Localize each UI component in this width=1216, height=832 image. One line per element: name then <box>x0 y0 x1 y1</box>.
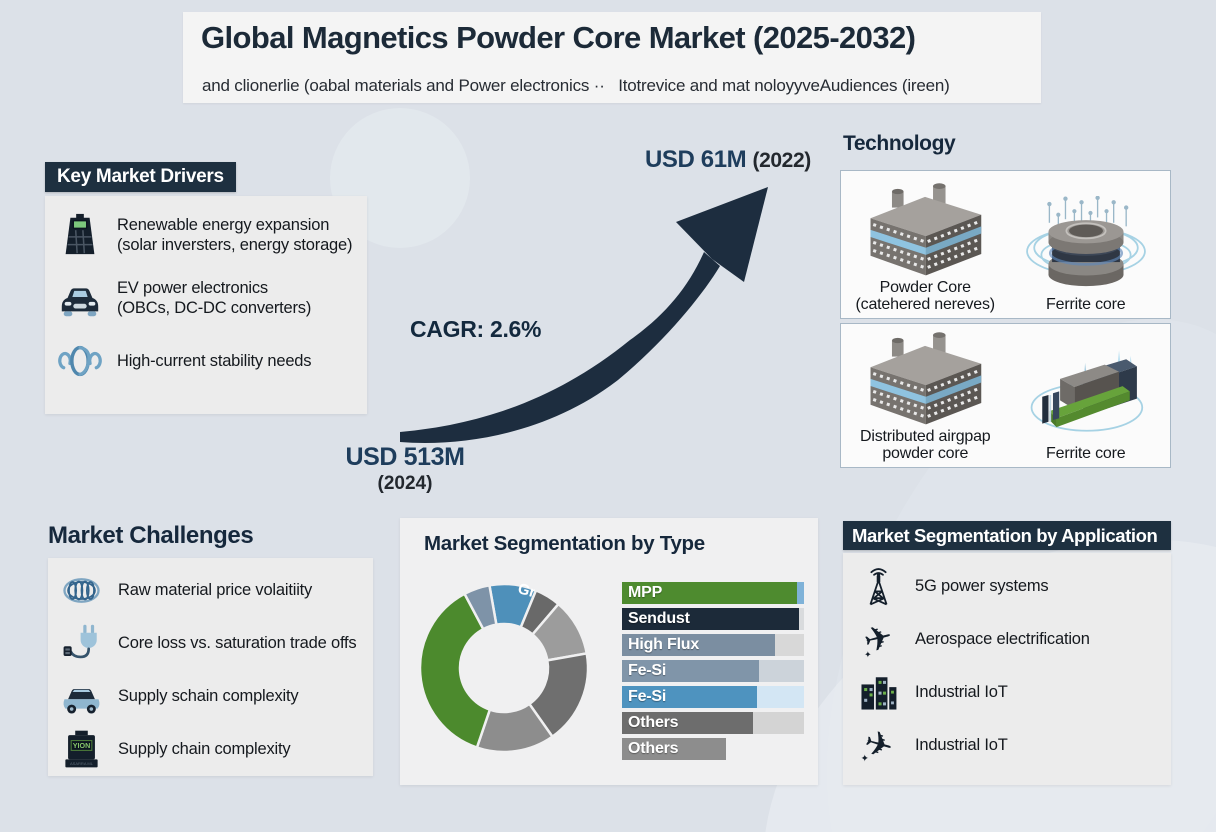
bar-label: Fe-Si <box>628 687 667 705</box>
svg-text:ASARRA ML: ASARRA ML <box>70 761 94 766</box>
powder-core-block-image <box>850 328 1000 428</box>
title-panel: Global Magnetics Powder Core Market (202… <box>183 12 1041 103</box>
page-title: Global Magnetics Powder Core Market (202… <box>201 20 916 55</box>
powder-core-block-figure: Distributed airgpap powder core <box>845 330 1006 463</box>
bar-fill <box>622 634 775 656</box>
bar-label: Fe-Si <box>628 661 667 679</box>
wire-coil-icon <box>58 569 104 612</box>
donut-segment <box>418 592 492 750</box>
svg-text:YION: YION <box>72 742 90 750</box>
key-market-drivers-panel: Renewable energy expansion (solar inverst… <box>45 196 367 414</box>
list-item: ✈ ✦ Industrial IoT <box>855 724 1163 767</box>
segmentation-by-application-panel: 5G power systems ✈ ✦ Aerospace electrificat… <box>843 553 1171 785</box>
segmentation-by-type-panel: Market Segmentation by Type Gr MPP Sendus… <box>400 518 818 785</box>
airplane-alt-icon: ✈ ✦ <box>855 724 901 767</box>
bar-fill <box>622 582 797 604</box>
item-label: Supply chain complexity <box>118 739 291 758</box>
item-label: Raw material price volaitiity <box>118 580 313 599</box>
item-label: EV power electronics (OBCs, DC-DC convert… <box>117 278 312 317</box>
start-value: USD 513M <box>345 443 465 471</box>
end-year: (2022) <box>752 149 812 172</box>
bar-fill <box>622 660 759 682</box>
solar-panel-icon <box>57 212 103 258</box>
ferrite-bar-figure: Ferrite core <box>1006 330 1167 463</box>
page-subtitle: and clionerlie (oabal materials and Powe… <box>202 76 950 95</box>
item-label: Renewable energy expansion (solar inverst… <box>117 215 353 254</box>
type-bar-row: Others <box>622 738 804 760</box>
airplane-icon: ✈ ✦ <box>855 618 901 661</box>
key-market-drivers-header: Key Market Drivers <box>45 162 236 192</box>
type-bar-row: High Flux <box>622 634 804 656</box>
type-bar-row: Others <box>622 712 804 734</box>
ferrite-ring-figure: Ferrite core <box>1006 177 1167 314</box>
donut-segment <box>462 583 498 631</box>
powder-core-block-figure: Powder Core (catehered nereves) <box>845 177 1006 314</box>
list-item: Supply schain complexity <box>58 674 365 718</box>
segmentation-by-application-header: Market Segmentation by Application <box>843 521 1171 550</box>
list-item: Industrial IoT <box>855 671 1163 714</box>
plug-icon <box>58 622 104 665</box>
bar-label: Sendust <box>628 609 690 627</box>
figure-caption: Ferrite core <box>1046 445 1126 463</box>
type-bar-row: Sendust <box>622 608 804 630</box>
item-label: Supply schain complexity <box>118 686 299 705</box>
figure-caption: Ferrite core <box>1046 296 1126 314</box>
market-start-value: USD 513M (2024) <box>330 443 480 495</box>
list-item: YION ASARRA ML Supply chain complexity <box>58 727 365 771</box>
item-label: Industrial IoT <box>915 736 1008 755</box>
list-item: Core loss vs. saturation trade offs <box>58 621 365 665</box>
technology-panel-1: Powder Core (catehered nereves) Ferrite co… <box>840 170 1171 319</box>
bar-fill <box>622 608 799 630</box>
type-bar-row: Fe-Si <box>622 660 804 682</box>
factory-iot-icon <box>855 671 901 714</box>
item-label: Industrial IoT <box>915 683 1008 702</box>
list-item: Raw material price volaitiity <box>58 568 365 612</box>
technology-title: Technology <box>843 132 956 155</box>
cagr-label: CAGR: 2.6% <box>410 316 542 342</box>
growth-arrow <box>400 187 768 443</box>
battery-icon: YION ASARRA ML <box>58 728 104 771</box>
bar-label: High Flux <box>628 635 700 653</box>
type-bar-row: Fe-Si <box>622 686 804 708</box>
powder-core-block-image <box>850 179 1000 279</box>
market-end-value: USD 61M (2022) <box>645 146 811 174</box>
market-challenges-panel: Raw material price volaitiity Core loss v… <box>48 558 373 776</box>
bar-label: MPP <box>628 583 663 601</box>
type-donut-chart: Gr <box>408 572 600 764</box>
type-bar-row: MPP <box>622 582 804 604</box>
list-item: Renewable energy expansion (solar inverst… <box>57 212 357 258</box>
current-coil-icon <box>57 338 103 384</box>
bar-fill <box>622 712 754 734</box>
bar-fill <box>622 738 726 760</box>
bar-fill <box>622 686 757 708</box>
svg-text:✦: ✦ <box>864 650 872 660</box>
item-label: Aerospace electrification <box>915 630 1090 649</box>
start-year: (2024) <box>377 473 433 494</box>
antenna-tower-icon <box>855 565 901 608</box>
end-value: USD 61M <box>645 146 747 173</box>
donut-segment-label: Gr <box>516 580 538 601</box>
market-challenges-title: Market Challenges <box>48 522 254 549</box>
svg-text:✦: ✦ <box>860 754 868 765</box>
figure-caption: Powder Core (catehered nereves) <box>855 279 996 314</box>
car-icon <box>58 675 104 718</box>
list-item: EV power electronics (OBCs, DC-DC convert… <box>57 275 357 321</box>
item-label: High-current stability needs <box>117 351 312 370</box>
list-item: High-current stability needs <box>57 338 357 384</box>
item-label: 5G power systems <box>915 577 1049 596</box>
ferrite-ring-image <box>1011 196 1161 296</box>
list-item: 5G power systems <box>855 565 1163 608</box>
bar-label: Others <box>628 739 679 757</box>
type-bar-list: MPP Sendust High Flux Fe-Si Fe-Si Others Other… <box>622 582 804 760</box>
figure-caption: Distributed airgpap powder core <box>860 428 991 463</box>
ev-car-icon <box>57 275 103 321</box>
bar-label: Others <box>628 713 679 731</box>
ferrite-bar-image <box>1011 345 1161 445</box>
list-item: ✈ ✦ Aerospace electrification <box>855 618 1163 661</box>
item-label: Core loss vs. saturation trade offs <box>118 633 357 652</box>
segmentation-by-type-title: Market Segmentation by Type <box>424 532 705 555</box>
technology-panel-2: Distributed airgpap powder core Ferrite co… <box>840 323 1171 468</box>
